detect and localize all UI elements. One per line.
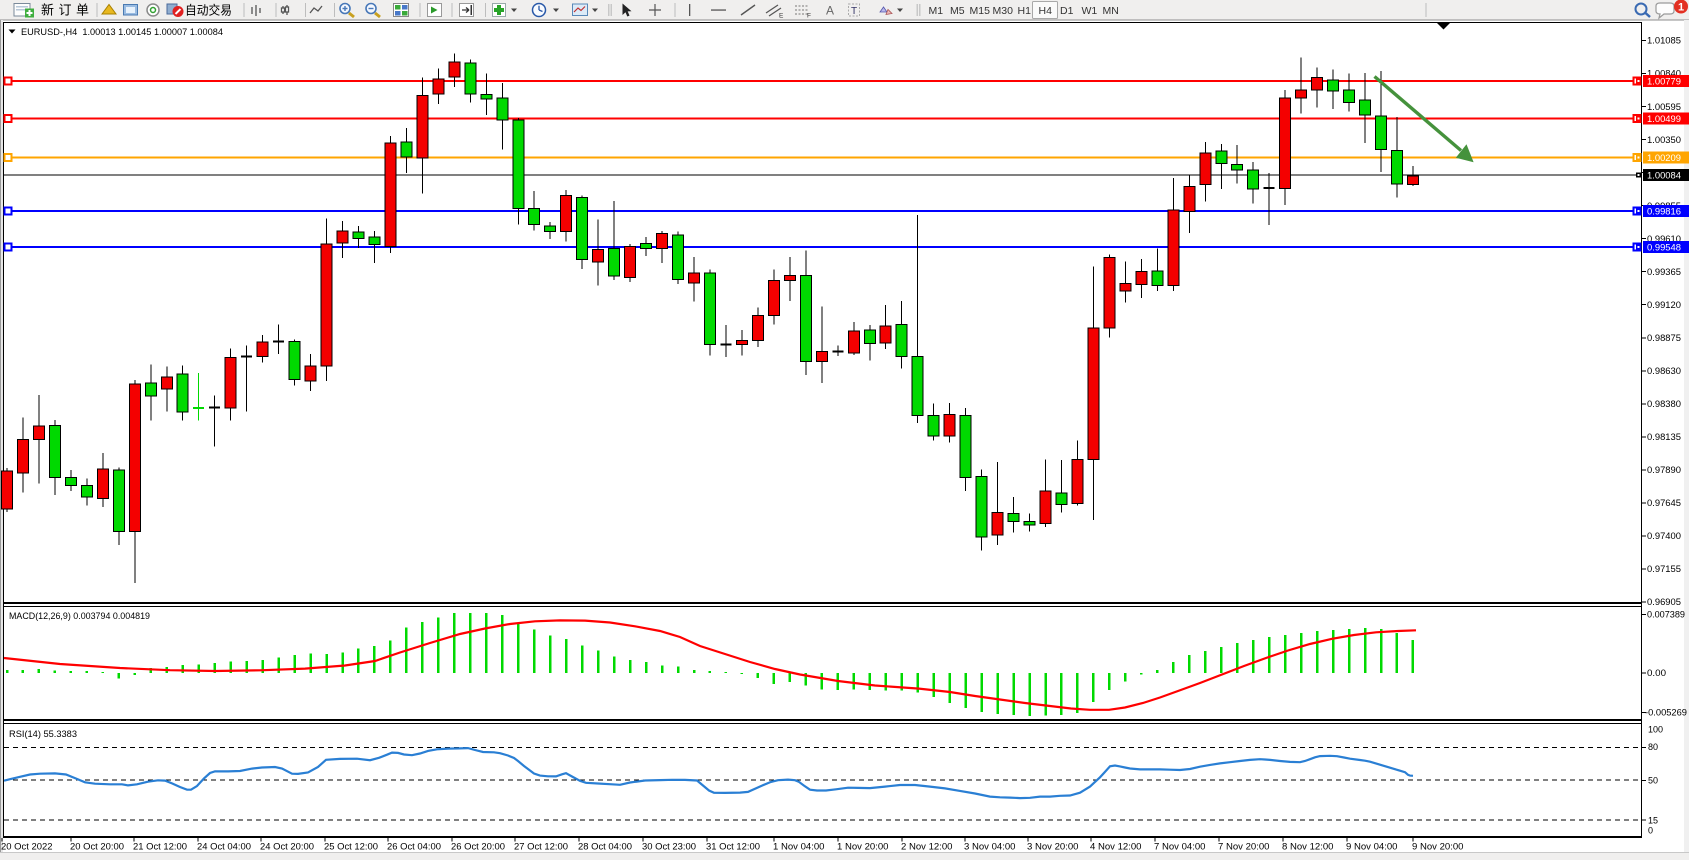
- svg-text:26 Oct 04:00: 26 Oct 04:00: [387, 842, 441, 853]
- svg-text:1.00595: 1.00595: [1647, 102, 1681, 113]
- svg-text:1.00840: 1.00840: [1647, 69, 1681, 80]
- svg-text:0.99548: 0.99548: [1647, 243, 1681, 254]
- svg-text:0.98630: 0.98630: [1647, 366, 1681, 377]
- svg-text:H1: H1: [1018, 5, 1032, 17]
- svg-text:0.97400: 0.97400: [1647, 531, 1681, 542]
- svg-text:8 Nov 12:00: 8 Nov 12:00: [1282, 842, 1334, 853]
- svg-text:W1: W1: [1082, 5, 1098, 17]
- svg-text:0.99365: 0.99365: [1647, 267, 1681, 278]
- svg-text:0.98380: 0.98380: [1647, 399, 1681, 410]
- svg-text:A: A: [826, 4, 834, 18]
- svg-text:28 Oct 04:00: 28 Oct 04:00: [578, 842, 632, 853]
- svg-text:1.01085: 1.01085: [1647, 36, 1681, 47]
- svg-text:0: 0: [1648, 826, 1653, 836]
- svg-text:0.00: 0.00: [1647, 668, 1666, 679]
- svg-text:21 Oct 12:00: 21 Oct 12:00: [133, 842, 187, 853]
- svg-text:RSI(14) 55.3383: RSI(14) 55.3383: [9, 729, 77, 740]
- svg-text:M15: M15: [970, 5, 991, 17]
- svg-text:0.99120: 0.99120: [1647, 300, 1681, 311]
- svg-text:31 Oct 12:00: 31 Oct 12:00: [706, 842, 760, 853]
- svg-text:30 Oct 23:00: 30 Oct 23:00: [642, 842, 696, 853]
- svg-text:1.00350: 1.00350: [1647, 135, 1681, 146]
- svg-text:1.00084: 1.00084: [1647, 171, 1681, 182]
- svg-text:26 Oct 20:00: 26 Oct 20:00: [451, 842, 505, 853]
- svg-text:M5: M5: [950, 5, 965, 17]
- svg-text:1 Nov 04:00: 1 Nov 04:00: [773, 842, 825, 853]
- svg-text:-0.005269: -0.005269: [1645, 708, 1687, 719]
- svg-text:3 Nov 04:00: 3 Nov 04:00: [964, 842, 1016, 853]
- svg-text:0.97155: 0.97155: [1647, 564, 1681, 575]
- svg-text:0.96905: 0.96905: [1647, 597, 1681, 608]
- svg-text:27 Oct 12:00: 27 Oct 12:00: [514, 842, 568, 853]
- svg-text:1.00209: 1.00209: [1647, 153, 1681, 164]
- svg-text:新订单: 新订单: [41, 3, 89, 18]
- svg-text:自动交易: 自动交易: [185, 3, 232, 18]
- svg-text:T: T: [851, 6, 857, 17]
- svg-text:H4: H4: [1039, 5, 1053, 17]
- svg-text:1: 1: [1678, 2, 1684, 14]
- svg-text:100: 100: [1648, 725, 1663, 735]
- svg-text:9 Nov 04:00: 9 Nov 04:00: [1346, 842, 1398, 853]
- svg-text:0.97890: 0.97890: [1647, 465, 1681, 476]
- svg-text:E: E: [779, 13, 784, 20]
- svg-text:1 Nov 20:00: 1 Nov 20:00: [837, 842, 889, 853]
- svg-text:9 Nov 20:00: 9 Nov 20:00: [1412, 842, 1464, 853]
- svg-text:7 Nov 20:00: 7 Nov 20:00: [1218, 842, 1270, 853]
- svg-text:7 Nov 04:00: 7 Nov 04:00: [1154, 842, 1206, 853]
- svg-text:F: F: [807, 13, 811, 20]
- svg-text:1.00779: 1.00779: [1647, 77, 1681, 88]
- svg-text:0.99816: 0.99816: [1647, 207, 1681, 218]
- svg-text:24 Oct 04:00: 24 Oct 04:00: [197, 842, 251, 853]
- svg-text:EURUSD-,H4 1.00013 1.00145 1.: EURUSD-,H4 1.00013 1.00145 1.00007 1.000…: [21, 27, 223, 38]
- svg-text:0.99610: 0.99610: [1647, 234, 1681, 245]
- svg-text:80: 80: [1648, 742, 1658, 752]
- svg-text:24 Oct 20:00: 24 Oct 20:00: [260, 842, 314, 853]
- svg-text:D1: D1: [1060, 5, 1074, 17]
- svg-text:0.98875: 0.98875: [1647, 333, 1681, 344]
- svg-text:20 Oct 20:00: 20 Oct 20:00: [70, 842, 124, 853]
- svg-text:0.007389: 0.007389: [1647, 610, 1685, 621]
- svg-text:M1: M1: [929, 5, 944, 17]
- svg-text:M30: M30: [993, 5, 1014, 17]
- svg-text:20 Oct 2022: 20 Oct 2022: [1, 842, 53, 853]
- svg-text:25 Oct 12:00: 25 Oct 12:00: [324, 842, 378, 853]
- svg-text:0.97645: 0.97645: [1647, 498, 1681, 509]
- svg-text:MACD(12,26,9) 0.003794 0.00481: MACD(12,26,9) 0.003794 0.004819: [9, 611, 150, 622]
- svg-text:50: 50: [1648, 776, 1658, 786]
- svg-text:4 Nov 12:00: 4 Nov 12:00: [1090, 842, 1142, 853]
- svg-text:0.98135: 0.98135: [1647, 432, 1681, 443]
- svg-text:3 Nov 20:00: 3 Nov 20:00: [1027, 842, 1079, 853]
- svg-text:1.00499: 1.00499: [1647, 114, 1681, 125]
- svg-text:MN: MN: [1103, 5, 1119, 17]
- svg-text:15: 15: [1648, 816, 1658, 826]
- svg-text:2 Nov 12:00: 2 Nov 12:00: [901, 842, 953, 853]
